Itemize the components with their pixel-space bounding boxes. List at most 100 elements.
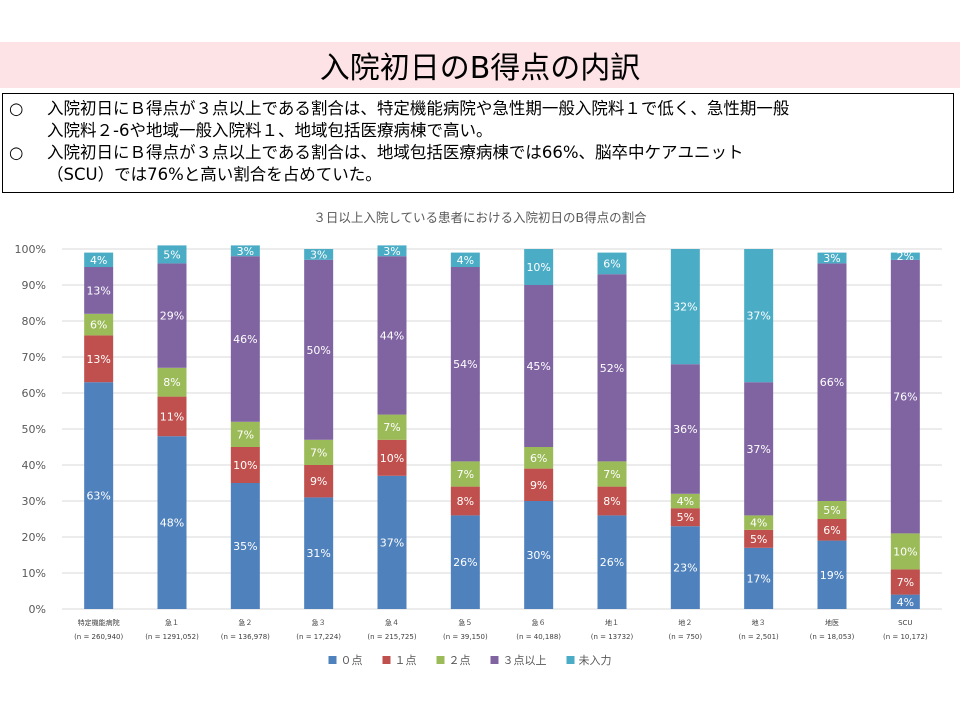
y-tick-label: 10% [22, 567, 46, 580]
data-label: 10% [233, 459, 257, 472]
bar-segment [157, 367, 187, 397]
bullet-1-line-1: 入院初日にＢ得点が３点以上である割合は、特定機能病院や急性期一般入院料１で低く、… [47, 99, 790, 118]
data-label: 11% [160, 410, 184, 423]
bar-segment [890, 533, 920, 570]
bar-segment [597, 461, 627, 487]
data-label: 4% [677, 495, 694, 508]
data-label: 36% [673, 423, 697, 436]
data-label: 30% [526, 549, 550, 562]
data-label: 4% [457, 254, 474, 267]
bar-segment [670, 493, 700, 509]
bar-segment [157, 436, 187, 609]
y-tick-label: 30% [22, 495, 46, 508]
data-label: 7% [603, 468, 620, 481]
bar-segment [744, 249, 774, 383]
data-label: 48% [160, 517, 184, 530]
bar-segment [817, 252, 847, 264]
y-tick-label: 20% [22, 531, 46, 544]
bar-segment [450, 515, 480, 609]
data-label: 8% [163, 376, 180, 389]
x-tick-label: SCU [898, 619, 912, 627]
data-label: 8% [457, 495, 474, 508]
x-tick-n-label: (n = 40,188) [516, 633, 561, 641]
bar-segment [744, 382, 774, 516]
data-label: 6% [603, 257, 620, 270]
bar-segment [377, 414, 407, 440]
x-tick-label: 地２ [678, 618, 692, 627]
data-label: 37% [380, 536, 404, 549]
bar-segment [377, 475, 407, 609]
bar-segment [84, 335, 114, 383]
legend-label: ３点以上 [503, 654, 547, 667]
bullet-2-line-2: （SCU）では76%と高い割合を占めていた。 [47, 165, 382, 184]
stacked-bar-chart: ３日以上入院している患者における入院初日のB得点の割合 0% 10% 20% 30% 40… [15, 210, 942, 667]
bar-segment [524, 501, 554, 609]
data-label: 7% [457, 468, 474, 481]
bar-segment [670, 364, 700, 494]
summary-box: ○ 入院初日にＢ得点が３点以上である割合は、特定機能病院や急性期一般入院料１で低… [2, 93, 954, 193]
x-tick-n-label: (n = 18,053) [810, 633, 855, 641]
data-label: 26% [600, 556, 624, 569]
data-label: 3% [237, 245, 254, 258]
slide-title-bar: 入院初日のB得点の内訳 [0, 42, 960, 88]
data-label: 2% [897, 250, 914, 263]
bar-segment [304, 465, 334, 498]
data-label: 9% [530, 479, 547, 492]
bar-segment [157, 396, 187, 437]
data-label: 23% [673, 562, 697, 575]
summary-bullet-2: ○ 入院初日にＢ得点が３点以上である割合は、地域包括医療病棟では66%、脳卒中ケ… [9, 142, 947, 186]
data-label: 31% [306, 547, 330, 560]
x-tick-n-label: (n = 17,224) [296, 633, 341, 641]
x-tick-label: 急５ [458, 618, 472, 627]
data-label: 76% [893, 391, 917, 404]
bar-segment [377, 256, 407, 415]
data-label: 3% [310, 248, 327, 261]
data-label: 29% [160, 310, 184, 323]
data-label: 63% [86, 490, 110, 503]
x-tick-label: 急６ [532, 618, 546, 627]
data-label: 52% [600, 362, 624, 375]
data-label: 6% [90, 319, 107, 332]
data-label: 46% [233, 333, 257, 346]
bar-segment [84, 313, 114, 336]
legend-swatch [490, 656, 499, 664]
summary-bullet-1: ○ 入院初日にＢ得点が３点以上である割合は、特定機能病院や急性期一般入院料１で低… [9, 98, 947, 142]
x-tick-label: 急４ [385, 618, 399, 627]
bar-segment [230, 447, 260, 483]
data-label: 10% [893, 545, 917, 558]
data-label: 3% [383, 245, 400, 258]
bar-segment [450, 252, 480, 267]
bar-segment [597, 252, 627, 275]
data-label: 5% [163, 248, 180, 261]
slide-title: 入院初日のB得点の内訳 [319, 51, 641, 86]
data-label: 66% [820, 376, 844, 389]
bar-segment [230, 245, 260, 257]
bar-segment [744, 547, 774, 609]
bullet-1-line-2: 入院料２-6や地域一般入院料１、地域包括医療病棟で高い。 [47, 121, 493, 140]
data-label: 50% [306, 344, 330, 357]
legend-label: 未入力 [579, 654, 612, 667]
x-tick-n-label: (n = 13732) [591, 633, 634, 641]
bar-segment [450, 486, 480, 516]
bar-segment [817, 501, 847, 519]
data-label: 44% [380, 329, 404, 342]
data-label: 13% [86, 353, 110, 366]
x-tick-label: 地３ [752, 618, 766, 627]
x-tick-n-label: (n = 39,150) [443, 633, 488, 641]
bar-segment [817, 540, 847, 609]
bar-segment [450, 267, 480, 462]
data-label: 17% [746, 572, 770, 585]
bar-segment [597, 486, 627, 516]
legend-label: ２点 [449, 654, 471, 667]
data-label: 5% [677, 511, 694, 524]
data-label: 6% [823, 524, 840, 537]
y-tick-label: 40% [22, 459, 46, 472]
bar-segment [890, 594, 920, 609]
data-label: 37% [746, 443, 770, 456]
bullet-2-line-1: 入院初日にＢ得点が３点以上である割合は、地域包括医療病棟では66%、脳卒中ケアユ… [47, 143, 744, 162]
legend-label: ０点 [341, 654, 363, 667]
legend-swatch [328, 656, 337, 664]
data-label: 5% [823, 504, 840, 517]
bar-segment [597, 274, 627, 462]
data-label: 10% [380, 452, 404, 465]
